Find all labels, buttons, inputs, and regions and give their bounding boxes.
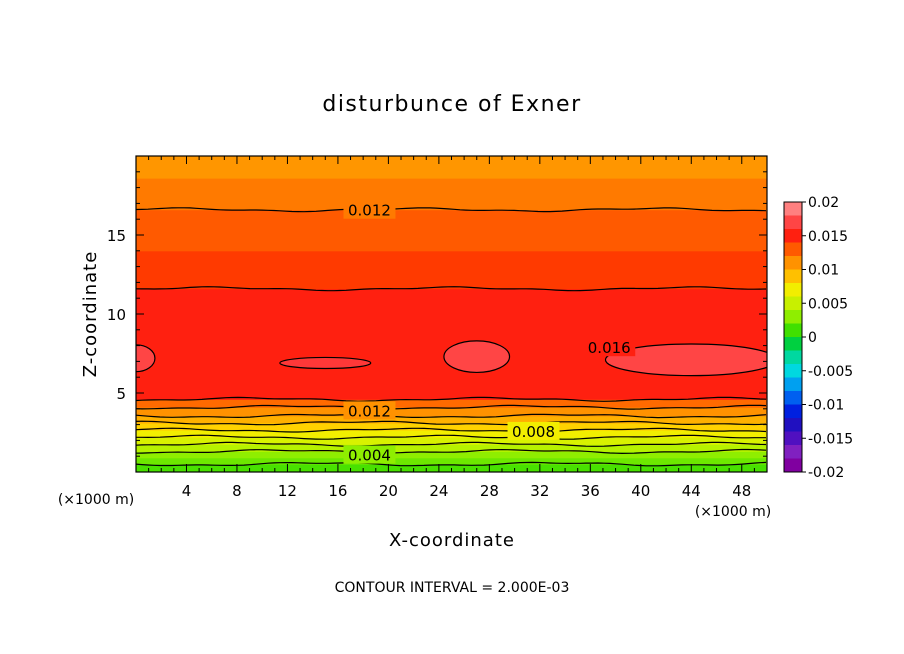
colorbar-swatch-0 (784, 202, 802, 216)
contour-region-0 (136, 344, 156, 373)
colorbar-swatch-16 (784, 418, 802, 432)
chart-title: disturbunce of Exner (322, 92, 581, 117)
contour-maxima-regions (136, 340, 767, 377)
colorbar-swatch-1 (784, 215, 802, 230)
contour-label-1: 0.016 (588, 339, 631, 357)
colorbar-swatch-4 (784, 256, 802, 270)
x-tick-label-6: 28 (480, 482, 499, 500)
x-axis-ticks: 4 8 12 16 20 24 28 32 36 40 44 48 (135, 156, 768, 500)
contour-band-4 (136, 437, 767, 445)
contour-band-10 (136, 288, 767, 400)
contour-label-4: 0.004 (348, 447, 391, 465)
x-tick-label-11: 48 (732, 482, 751, 500)
colorbar-label-8: -0.02 (808, 465, 844, 481)
x-tick-label-1: 8 (232, 482, 242, 500)
contour-band-13 (136, 178, 767, 211)
y-axis-label: Z-coordinate (80, 251, 101, 378)
colorbar-swatch-12 (784, 364, 802, 378)
filled-contour-bands (136, 156, 767, 473)
contour-line-2 (135, 441, 767, 447)
contour-band-1 (136, 457, 767, 465)
contour-region-3 (279, 356, 372, 370)
contour-interval-footer: CONTOUR INTERVAL = 2.000E-03 (335, 580, 570, 596)
colorbar-label-2: 0.01 (808, 263, 839, 279)
contour-labels: 0.012 0.016 0.012 0.008 0.004 (343, 200, 636, 465)
y-tick-label-2: 15 (107, 227, 126, 245)
contour-label-bg-3 (507, 421, 560, 440)
contour-line-1 (135, 448, 767, 455)
contour-band-7 (136, 415, 767, 424)
colorbar-swatch-13 (784, 377, 802, 392)
contour-band-9 (136, 399, 767, 408)
contour-band-2 (136, 451, 767, 459)
y-tick-label-0: 5 (116, 385, 126, 403)
contour-band-5 (136, 430, 767, 438)
contour-band-11 (136, 250, 767, 290)
colorbar-swatch-15 (784, 404, 802, 419)
contour-line-0 (135, 461, 767, 467)
x-tick-label-8: 36 (581, 482, 600, 500)
x-tick-label-2: 12 (278, 482, 297, 500)
contour-band-8 (136, 407, 767, 417)
contour-line-5 (135, 420, 767, 426)
y-axis-ticks: 5 10 15 (107, 155, 767, 473)
contour-line-10 (135, 207, 767, 213)
colorbar-swatch-10 (784, 337, 802, 351)
x-axis-label: X-coordinate (389, 530, 515, 551)
contour-band-14 (136, 156, 767, 179)
x-tick-label-9: 40 (631, 482, 650, 500)
contour-line-3 (136, 434, 766, 440)
colorbar-label-1: 0.015 (808, 229, 848, 245)
contour-label-bg-0 (343, 200, 396, 219)
contour-line-9 (135, 286, 767, 292)
colorbar-label-7: -0.015 (808, 431, 853, 447)
colorbar-swatch-14 (784, 391, 802, 405)
colorbar-swatch-6 (784, 283, 802, 297)
contour-region-2 (604, 343, 767, 377)
contour-line-8 (135, 396, 767, 402)
x-tick-label-10: 44 (682, 482, 701, 500)
colorbar-swatch-19 (784, 458, 802, 473)
x-tick-label-0: 4 (182, 482, 192, 500)
contour-line-4 (135, 427, 767, 433)
y-tick-label-1: 10 (107, 306, 126, 324)
contour-label-3: 0.008 (512, 423, 555, 441)
colorbar-label-0: 0.02 (808, 195, 839, 211)
colorbar-label-4: 0 (808, 330, 817, 346)
colorbar-label-5: -0.005 (808, 364, 853, 380)
contour-label-bg-1 (583, 338, 636, 357)
x-tick-label-4: 20 (379, 482, 398, 500)
contour-region-1 (443, 340, 511, 374)
x-unit-left: (×1000 m) (58, 492, 134, 508)
contour-band-6 (136, 423, 767, 431)
colorbar-swatch-5 (784, 269, 802, 284)
colorbar-swatch-2 (784, 229, 802, 243)
x-tick-label-7: 32 (530, 482, 549, 500)
contour-label-bg-2 (343, 401, 396, 420)
x-unit-right: (×1000 m) (695, 504, 771, 520)
colorbar-swatch-9 (784, 323, 802, 338)
contour-band-12 (136, 209, 767, 252)
contour-label-2: 0.012 (348, 402, 391, 420)
contour-label-bg-4 (343, 445, 396, 464)
colorbar: 0.02 0.015 0.01 0.005 0 -0.005 -0.01 -0.015 -0.0… (783, 195, 853, 481)
contour-line-6 (135, 413, 767, 419)
colorbar-swatch-7 (784, 296, 802, 311)
colorbar-swatch-11 (784, 350, 802, 365)
colorbar-swatch-17 (784, 431, 802, 446)
contour-label-0: 0.012 (348, 202, 391, 220)
colorbar-label-6: -0.01 (808, 398, 844, 414)
colorbar-swatch-3 (784, 242, 802, 257)
colorbar-swatch-8 (784, 310, 802, 324)
colorbar-swatch-18 (784, 445, 802, 459)
colorbar-label-3: 0.005 (808, 296, 848, 312)
contour-line-7 (135, 404, 767, 410)
contour-lines (135, 207, 767, 467)
x-tick-label-3: 16 (328, 482, 347, 500)
contour-band-3 (136, 444, 767, 452)
x-tick-label-5: 24 (429, 482, 448, 500)
